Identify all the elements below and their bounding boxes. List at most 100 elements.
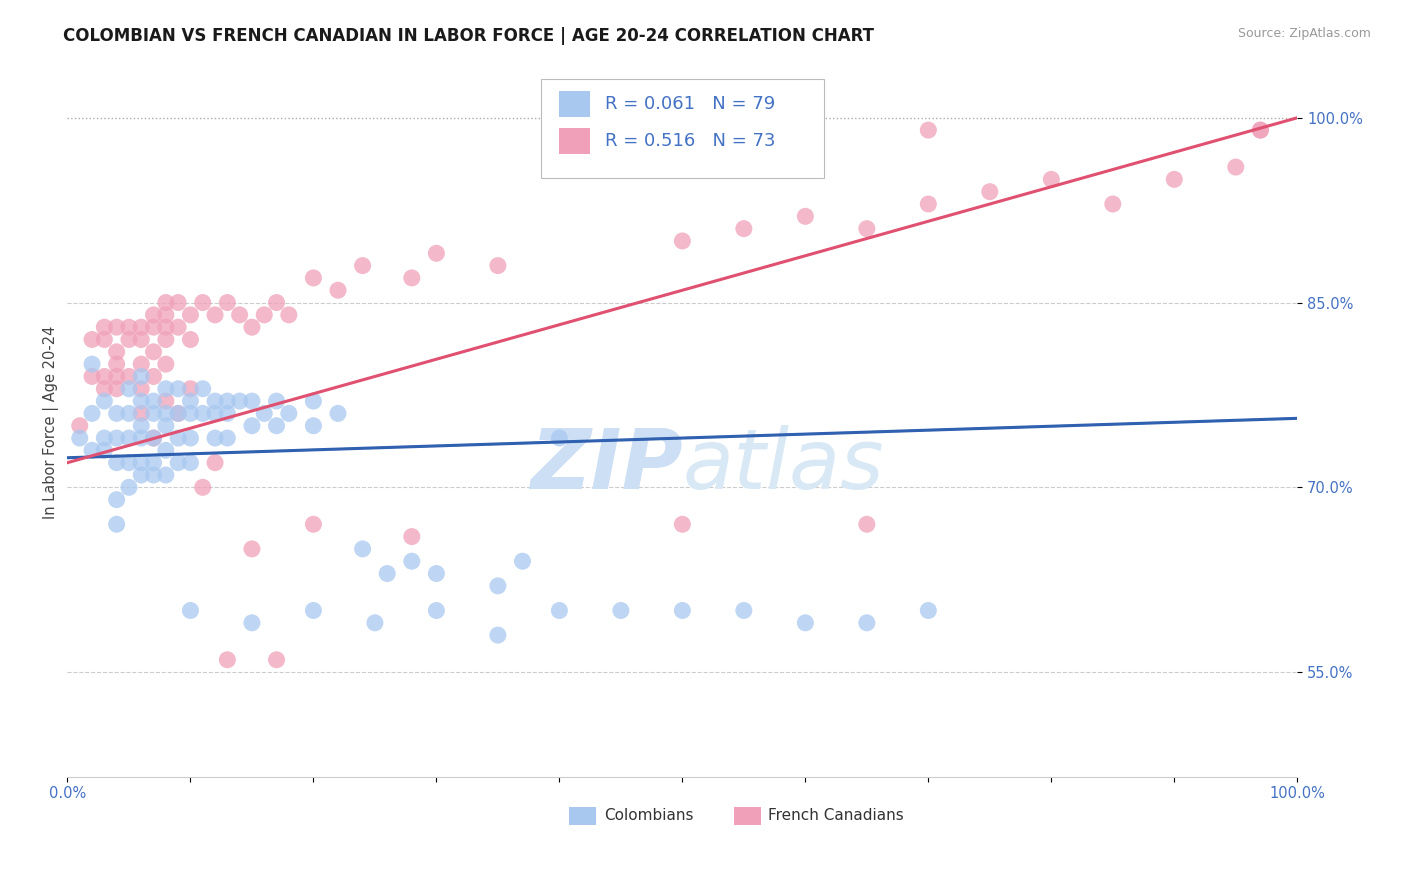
Point bbox=[326, 406, 349, 420]
Point bbox=[155, 308, 177, 322]
Point bbox=[179, 394, 201, 409]
Point bbox=[155, 406, 177, 420]
Point bbox=[142, 456, 165, 470]
Point bbox=[129, 333, 152, 347]
Point bbox=[375, 566, 398, 581]
Point bbox=[548, 431, 571, 445]
Point bbox=[155, 295, 177, 310]
Point bbox=[671, 517, 693, 532]
Point bbox=[277, 406, 299, 420]
Point bbox=[80, 406, 103, 420]
Point bbox=[917, 197, 939, 211]
Point bbox=[155, 382, 177, 396]
Point bbox=[204, 394, 226, 409]
Point bbox=[179, 333, 201, 347]
Point bbox=[217, 295, 239, 310]
Point bbox=[856, 517, 879, 532]
Point bbox=[240, 320, 263, 334]
Point bbox=[917, 123, 939, 137]
Point bbox=[93, 333, 115, 347]
Point bbox=[326, 283, 349, 297]
Point bbox=[118, 382, 141, 396]
Point bbox=[240, 541, 263, 556]
Point bbox=[129, 394, 152, 409]
Point bbox=[512, 554, 534, 568]
Point bbox=[105, 344, 128, 359]
Point bbox=[118, 431, 141, 445]
Point bbox=[93, 394, 115, 409]
Point bbox=[129, 357, 152, 371]
Bar bbox=[560, 91, 591, 117]
Point bbox=[191, 382, 214, 396]
Point bbox=[142, 431, 165, 445]
Point bbox=[167, 406, 190, 420]
Point bbox=[302, 394, 325, 409]
Point bbox=[1225, 160, 1247, 174]
Point bbox=[155, 394, 177, 409]
Point bbox=[191, 406, 214, 420]
Text: ZIP: ZIP bbox=[530, 425, 682, 506]
Text: COLOMBIAN VS FRENCH CANADIAN IN LABOR FORCE | AGE 20-24 CORRELATION CHART: COLOMBIAN VS FRENCH CANADIAN IN LABOR FO… bbox=[63, 27, 875, 45]
Point bbox=[129, 369, 152, 384]
Point bbox=[240, 615, 263, 630]
Point bbox=[253, 406, 276, 420]
Point bbox=[1249, 123, 1271, 137]
Point bbox=[129, 382, 152, 396]
Point bbox=[266, 418, 288, 433]
Point bbox=[610, 603, 633, 617]
Point bbox=[253, 308, 276, 322]
Point bbox=[302, 517, 325, 532]
Point bbox=[1040, 172, 1063, 186]
Point bbox=[179, 382, 201, 396]
Point bbox=[142, 308, 165, 322]
Point bbox=[105, 357, 128, 371]
Point bbox=[105, 431, 128, 445]
Point bbox=[129, 418, 152, 433]
Point bbox=[167, 295, 190, 310]
Text: R = 0.061   N = 79: R = 0.061 N = 79 bbox=[605, 95, 775, 113]
Point bbox=[80, 357, 103, 371]
Point bbox=[179, 456, 201, 470]
Point bbox=[179, 308, 201, 322]
Point bbox=[167, 382, 190, 396]
Point bbox=[80, 369, 103, 384]
Point bbox=[352, 541, 374, 556]
Point bbox=[217, 394, 239, 409]
Y-axis label: In Labor Force | Age 20-24: In Labor Force | Age 20-24 bbox=[44, 326, 59, 519]
Point bbox=[142, 369, 165, 384]
Point bbox=[93, 443, 115, 458]
Point bbox=[80, 333, 103, 347]
Point bbox=[142, 431, 165, 445]
Point bbox=[733, 603, 755, 617]
Point bbox=[302, 603, 325, 617]
Point bbox=[93, 369, 115, 384]
Point bbox=[794, 210, 817, 224]
Point bbox=[93, 320, 115, 334]
Point bbox=[733, 221, 755, 235]
Point bbox=[142, 344, 165, 359]
Point bbox=[204, 456, 226, 470]
Point bbox=[155, 357, 177, 371]
Point bbox=[167, 456, 190, 470]
Bar bbox=[734, 806, 761, 825]
Point bbox=[142, 394, 165, 409]
Point bbox=[191, 295, 214, 310]
Point bbox=[1249, 123, 1271, 137]
Point bbox=[105, 382, 128, 396]
Point bbox=[155, 443, 177, 458]
FancyBboxPatch shape bbox=[541, 79, 824, 178]
Point bbox=[548, 603, 571, 617]
Point bbox=[179, 431, 201, 445]
Point bbox=[155, 320, 177, 334]
Point bbox=[364, 615, 387, 630]
Point bbox=[204, 308, 226, 322]
Point bbox=[1163, 172, 1185, 186]
Bar bbox=[569, 806, 596, 825]
Text: atlas: atlas bbox=[682, 425, 884, 506]
Point bbox=[266, 394, 288, 409]
Point bbox=[93, 431, 115, 445]
Point bbox=[69, 418, 91, 433]
Point bbox=[217, 406, 239, 420]
Point bbox=[671, 234, 693, 248]
Point bbox=[167, 431, 190, 445]
